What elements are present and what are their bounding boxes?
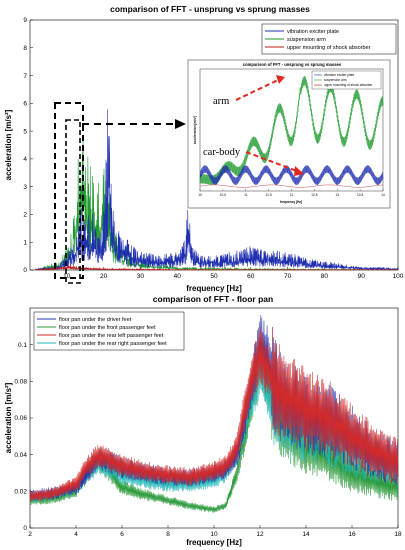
- top-y-axis-label: acceleration [m/s²]: [4, 109, 13, 180]
- annotation-car-body-arrow-head: [294, 166, 304, 176]
- top-legend: vibration exciter plate suspension arm u…: [261, 23, 397, 55]
- inset-legend-box: [311, 70, 382, 90]
- inset-x-tick-label: 13: [335, 193, 339, 197]
- bottom-legend-label-rear-left: floor pan under the rear left passenger …: [59, 333, 164, 339]
- inset-x-tick-label: 11: [244, 193, 248, 197]
- top-y-tick-label: 2: [23, 212, 27, 219]
- top-legend-box: [261, 23, 397, 55]
- top-chart-title: comparison of FFT - unsprung vs sprung m…: [110, 4, 310, 14]
- top-x-tick-label: 70: [284, 273, 292, 280]
- bottom-y-tick-label: 0.1: [18, 342, 27, 349]
- bottom-x-tick-label: 16: [348, 531, 356, 538]
- top-x-tick-label: 50: [210, 273, 218, 280]
- series-upper-mounting-shock-absorber: [35, 264, 399, 271]
- bottom-chart: comparison of FFT - floor pan 0 0.02 0.04 0…: [4, 294, 402, 547]
- bottom-legend-label-driver: floor pan under the driver feet: [59, 317, 132, 323]
- top-y-tick-label: 1: [23, 239, 27, 246]
- annotation-car-body-arrow: [245, 151, 298, 172]
- inset-legend-label-shock: upper mounting of shock absorber: [324, 83, 373, 87]
- bottom-x-tick-label: 12: [256, 531, 264, 538]
- inset-series-upper-mounting-shock-absorber: [199, 184, 384, 188]
- top-x-tick-label: 90: [358, 273, 366, 280]
- top-x-tick-label: 60: [247, 273, 255, 280]
- top-y-tick-label: 6: [23, 101, 27, 108]
- inset-legend-label-arm: suspension arm: [324, 78, 347, 82]
- top-x-tick-label: 40: [174, 273, 182, 280]
- bottom-chart-title: comparison of FFT - floor pan: [153, 294, 273, 304]
- inset-y-axis-label: acceleration [m/s²]: [193, 116, 197, 144]
- inset-x-tick-label: 13.5: [357, 193, 363, 197]
- inset-series-suspension-arm: [199, 76, 384, 185]
- top-x-tick-label: 80: [321, 273, 329, 280]
- top-y-tick-label: 0: [23, 267, 27, 274]
- top-x-tick-label: 20: [100, 273, 108, 280]
- inset-x-axis-label: frequency [Hz]: [280, 200, 302, 204]
- inset-series-group: [199, 76, 384, 188]
- inset-x-tick-label: 10.5: [220, 193, 226, 197]
- bottom-series-group: [29, 315, 399, 513]
- highlight-box-inner: [65, 119, 81, 284]
- bottom-y-axis-label: acceleration [m/s²]: [4, 382, 13, 453]
- inset-x-tick-label: 10: [198, 193, 202, 197]
- top-legend-label-shock: upper mounting of shock absorber: [287, 45, 371, 51]
- inset-chart: comparison of FFT - unsprung vs sprung m…: [187, 59, 391, 209]
- inset-series-vibration-exciter-plate: [199, 165, 384, 185]
- top-y-tick-label: 4: [23, 156, 27, 163]
- bottom-x-tick-label: 18: [394, 531, 402, 538]
- inset-x-tick-label: 14: [381, 193, 385, 197]
- inset-plot-area: [199, 68, 384, 192]
- top-chart: comparison of FFT - unsprung vs sprung m…: [4, 4, 404, 293]
- bottom-y-tick-label: 0.04: [14, 452, 27, 459]
- bottom-legend-label-rear-right: floor pan under the rear right passenger…: [59, 341, 167, 347]
- top-y-tick-label: 9: [23, 17, 27, 24]
- top-series-group: [35, 109, 399, 271]
- bottom-legend: floor pan under the driver feet floor pa…: [33, 311, 185, 351]
- bottom-x-tick-label: 14: [302, 531, 310, 538]
- top-y-tick-label: 5: [23, 128, 27, 135]
- inset-x-axis: 10 10.5 11 11.5 12 12.5 13 13.5 14: [198, 189, 385, 197]
- inset-x-tick-label: 12: [290, 193, 294, 197]
- series-rear-left-passenger-feet: [29, 327, 399, 503]
- bottom-legend-label-front-passenger: floor pan under the front passenger feet: [59, 325, 156, 331]
- top-legend-label-exciter: vibration exciter plate: [287, 29, 339, 35]
- zoom-arrow-head: [175, 119, 186, 129]
- inset-title: comparison of FFT - unsprung vs sprung m…: [243, 62, 342, 67]
- top-legend-label-arm: suspension arm: [287, 37, 326, 43]
- bottom-x-tick-label: 10: [210, 531, 218, 538]
- bottom-y-tick-label: 0: [23, 525, 27, 532]
- top-y-tick-label: 3: [23, 184, 27, 191]
- bottom-x-tick-label: 4: [74, 531, 78, 538]
- annotation-arm: arm: [213, 96, 229, 107]
- top-y-tick-label: 7: [23, 73, 27, 80]
- annotation-arm-arrow-head: [276, 75, 285, 84]
- inset-x-tick-label: 11.5: [266, 193, 272, 197]
- bottom-y-tick-label: 0.08: [14, 379, 27, 386]
- top-y-axis: 0 1 2 3 4 5 6 7 8 9: [23, 17, 33, 274]
- bottom-x-axis: 2 4 6 8 10 12 14 16 18: [28, 525, 402, 538]
- inset-legend-label-exciter: vibration exciter plate: [324, 73, 354, 77]
- top-x-tick-label: 10: [63, 273, 71, 280]
- annotation-car-body: car-body: [203, 147, 241, 158]
- bottom-x-axis-label: frequency [Hz]: [186, 538, 242, 547]
- series-vibration-exciter-plate: [35, 109, 399, 271]
- bottom-x-tick-label: 8: [166, 531, 170, 538]
- bottom-y-tick-label: 0.02: [14, 489, 27, 496]
- top-x-axis: 10 20 30 40 50 60 70 80 90 100: [63, 267, 404, 280]
- bottom-x-tick-label: 6: [120, 531, 124, 538]
- bottom-legend-box: [33, 311, 185, 351]
- bottom-x-tick-label: 2: [28, 531, 32, 538]
- inset-x-tick-label: 12.5: [311, 193, 317, 197]
- highlight-box-outer: [54, 102, 84, 279]
- top-y-tick-label: 8: [23, 45, 27, 52]
- bottom-y-tick-label: 0.06: [14, 415, 27, 422]
- top-x-axis-label: frequency [Hz]: [186, 284, 242, 293]
- top-x-tick-label: 100: [393, 273, 404, 280]
- top-x-tick-label: 30: [137, 273, 145, 280]
